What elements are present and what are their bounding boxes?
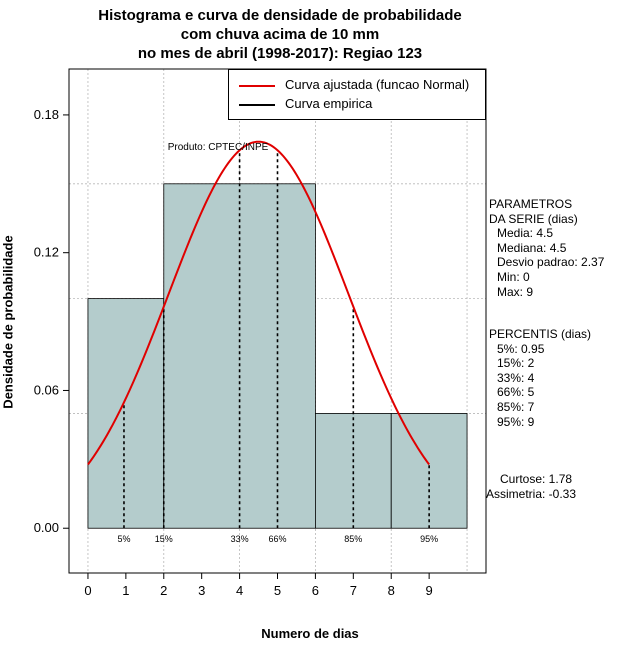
x-tick-label: 3 <box>198 583 205 598</box>
y-axis-label: Densidade de probabilidade <box>0 235 16 409</box>
legend-empirical-label: Curva empirica <box>285 96 373 111</box>
credit-text: Produto: CPTEC/INPE <box>168 142 269 153</box>
x-tick-label: 1 <box>122 583 129 598</box>
x-axis-label: Numero de dias <box>261 626 359 641</box>
percentil-15: 15%: 2 <box>497 356 535 371</box>
x-tick-label: 2 <box>160 583 167 598</box>
x-tick-label: 0 <box>84 583 91 598</box>
percentil-85: 85%: 7 <box>497 399 535 414</box>
x-tick-label: 5 <box>274 583 281 598</box>
param-mediana: Mediana: 4.5 <box>497 240 567 255</box>
histogram-bar <box>87 298 165 529</box>
x-tick-label: 8 <box>388 583 395 598</box>
param-max: Max: 9 <box>497 284 534 299</box>
x-tick-label: 9 <box>426 583 433 598</box>
percentile-label: 95% <box>420 534 438 544</box>
percentile-label: 66% <box>268 534 286 544</box>
x-tick-label: 6 <box>312 583 319 598</box>
x-tick-label: 7 <box>350 583 357 598</box>
percentil-5: 5%: 0.95 <box>497 341 545 356</box>
legend-item-empirical: Curva empirica <box>239 96 372 112</box>
stat-assimetria: Assimetria: -0.33 <box>486 487 577 501</box>
stat-curtose: Curtose: 1.78 <box>500 472 573 486</box>
percentile-label: 85% <box>344 534 362 544</box>
legend-item-fitted: Curva ajustada (funcao Normal) <box>239 77 469 93</box>
y-tick-label: 0.06 <box>34 382 59 397</box>
legend-fitted-label: Curva ajustada (funcao Normal) <box>285 77 470 92</box>
params-heading-1: PARAMETROS <box>489 197 573 211</box>
histogram-bar <box>390 413 468 529</box>
normal-fit-curve <box>87 140 430 466</box>
param-min: Min: 0 <box>497 269 530 284</box>
y-tick-label: 0.12 <box>34 245 59 260</box>
params-panel: PARAMETROS DA SERIE (dias) Media: 4.5 Media… <box>489 197 604 299</box>
percentis-panel: PERCENTIS (dias) 5%: 0.95 15%: 2 33%: 4 66%:… <box>489 327 591 429</box>
chart-title-line-2: com chuva acima de 10 mm <box>180 26 380 43</box>
percentil-66: 66%: 5 <box>497 385 535 400</box>
chart-title-line-3: no mes de abril (1998-2017): Regiao 123 <box>137 45 423 62</box>
histogram-bar <box>163 183 316 529</box>
percentile-label: 33% <box>231 534 249 544</box>
fitted-swatch <box>239 84 275 87</box>
empirical-swatch <box>239 103 275 106</box>
x-tick-label: 4 <box>236 583 243 598</box>
chart-title-line-1: Histograma e curva de densidade de proba… <box>98 7 462 24</box>
percentil-95: 95%: 9 <box>497 414 535 429</box>
y-tick-label: 0.00 <box>34 520 59 535</box>
percentis-heading: PERCENTIS (dias) <box>489 327 592 341</box>
params-heading-2: DA SERIE (dias) <box>489 211 578 226</box>
percentile-label: 15% <box>155 534 173 544</box>
percentil-33: 33%: 4 <box>497 370 535 385</box>
legend: Curva ajustada (funcao Normal) Curva emp… <box>228 69 486 120</box>
y-tick-label: 0.18 <box>34 107 59 122</box>
percentile-label: 5% <box>117 534 130 544</box>
param-desvio: Desvio padrao: 2.37 <box>497 255 605 270</box>
param-media: Media: 4.5 <box>497 226 554 241</box>
